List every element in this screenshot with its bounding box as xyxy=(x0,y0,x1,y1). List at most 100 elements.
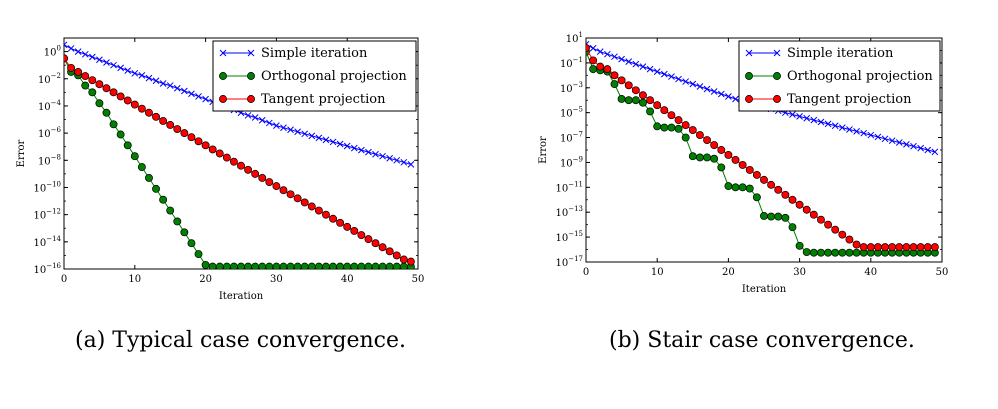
data-point-x xyxy=(350,144,358,152)
data-point xyxy=(809,248,818,257)
data-point-x xyxy=(379,152,386,160)
y-tick-label-exp: −15 xyxy=(568,230,583,238)
data-point-x xyxy=(173,84,181,92)
data-point xyxy=(336,218,345,227)
data-point xyxy=(802,248,811,256)
data-point xyxy=(159,195,168,204)
data-point xyxy=(916,243,925,252)
data-point xyxy=(752,193,761,202)
data-point-x xyxy=(103,59,110,66)
data-point xyxy=(731,183,740,192)
data-point-x xyxy=(604,50,611,58)
y-tick-label-base: 10 xyxy=(560,59,573,70)
data-point xyxy=(624,96,633,105)
data-point xyxy=(371,239,380,248)
data-point-x xyxy=(181,87,188,95)
data-point xyxy=(173,125,182,133)
y-tick-label: 10−6 xyxy=(38,126,62,140)
data-point-x xyxy=(393,156,401,164)
data-point xyxy=(95,99,104,108)
x-tick-label: 50 xyxy=(936,267,949,278)
data-point-x xyxy=(336,140,344,148)
data-point-x xyxy=(407,161,415,168)
data-point xyxy=(322,210,330,219)
data-point-x xyxy=(372,150,379,158)
y-tick-label-base: 10 xyxy=(33,238,46,249)
y-tick-label-base: 10 xyxy=(560,84,573,95)
y-axis-label: Error xyxy=(538,136,549,164)
data-point xyxy=(831,225,840,234)
data-point-x xyxy=(703,85,711,93)
data-point xyxy=(767,212,776,221)
y-tick-label-exp: −3 xyxy=(573,81,583,89)
data-point xyxy=(738,160,747,169)
y-tick-label-exp: −2 xyxy=(51,72,61,80)
data-point xyxy=(152,112,160,121)
data-point xyxy=(923,243,932,252)
data-point xyxy=(152,184,160,193)
data-point xyxy=(760,175,768,184)
data-point-x xyxy=(867,131,875,139)
data-point-x xyxy=(152,77,160,85)
data-point-x xyxy=(400,158,408,166)
data-point xyxy=(603,65,612,74)
data-point-x xyxy=(265,119,273,127)
data-point-x xyxy=(159,80,167,87)
y-tick-label-exp: −14 xyxy=(46,235,61,243)
data-point xyxy=(145,174,153,182)
data-point xyxy=(74,68,83,76)
data-point xyxy=(187,239,196,248)
y-tick-label-base: 10 xyxy=(566,34,579,45)
data-point xyxy=(116,130,125,139)
data-point-x xyxy=(322,136,330,144)
data-point xyxy=(406,257,415,266)
legend-marker xyxy=(247,95,255,103)
y-tick-label: 10−14 xyxy=(33,235,61,249)
data-point-x xyxy=(589,44,597,52)
data-point-x xyxy=(258,116,266,124)
y-tick-label-exp: −5 xyxy=(573,106,583,114)
legend-marker xyxy=(219,72,227,80)
data-point-x xyxy=(308,132,316,140)
data-point xyxy=(745,184,754,193)
legend-label: Tangent projection xyxy=(261,92,386,107)
data-point xyxy=(145,108,153,117)
legend-marker xyxy=(773,72,781,80)
x-tick-label: 0 xyxy=(583,267,589,278)
data-point xyxy=(695,153,704,162)
data-point xyxy=(660,106,669,115)
x-axis-label: Iteration xyxy=(219,291,264,302)
y-tick-label: 100 xyxy=(44,45,61,59)
x-tick-label: 20 xyxy=(199,274,212,285)
data-point-x xyxy=(874,133,882,141)
data-point-x xyxy=(202,95,209,103)
y-tick-label-exp: −4 xyxy=(51,99,62,107)
data-point-x xyxy=(895,139,903,146)
y-tick-label-exp: −12 xyxy=(46,208,61,216)
data-point xyxy=(589,56,598,65)
data-point xyxy=(852,248,861,257)
data-point xyxy=(237,161,245,170)
data-point xyxy=(617,76,626,85)
y-tick-label-base: 10 xyxy=(560,134,573,145)
data-point-x xyxy=(166,82,174,89)
y-tick-label-base: 10 xyxy=(38,102,51,113)
data-point-x xyxy=(789,111,796,118)
data-point xyxy=(646,107,655,116)
data-point-x xyxy=(646,65,654,73)
data-point xyxy=(745,165,754,174)
y-tick-label: 10−8 xyxy=(38,153,61,167)
data-point-x xyxy=(732,95,739,103)
data-point xyxy=(703,153,711,162)
y-axis-label: Error xyxy=(16,139,27,167)
data-point xyxy=(95,80,104,89)
data-point xyxy=(123,141,132,150)
data-point xyxy=(109,120,118,129)
data-point xyxy=(724,182,733,191)
data-point xyxy=(610,71,619,80)
data-point-x xyxy=(343,142,351,150)
data-point-x xyxy=(386,154,394,162)
data-point-x xyxy=(860,129,868,137)
data-point-x xyxy=(639,63,647,70)
data-point xyxy=(596,62,605,71)
